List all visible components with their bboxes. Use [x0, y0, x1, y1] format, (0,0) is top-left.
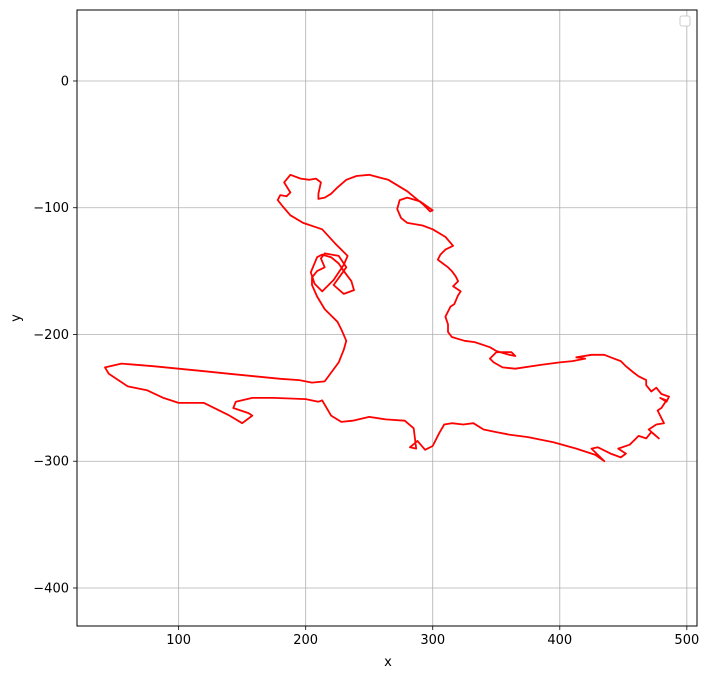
y-axis-ticks: 0 −100 −200 −300 −400	[33, 74, 77, 596]
x-tick-label: 500	[674, 633, 699, 648]
x-axis-ticks: 100 200 300 400 500	[166, 626, 699, 648]
x-axis-label: x	[384, 655, 392, 670]
plot-background	[77, 10, 697, 626]
series-line	[104, 173, 670, 463]
series-layer	[104, 173, 670, 463]
x-tick-label: 200	[293, 633, 318, 648]
x-tick-label: 300	[420, 633, 445, 648]
plot-frame	[76, 9, 698, 627]
legend-box	[679, 15, 691, 27]
y-tick-label: −200	[33, 328, 69, 343]
y-tick-label: −100	[33, 201, 69, 216]
y-tick-label: −300	[33, 455, 69, 470]
y-axis-label: y	[9, 314, 24, 322]
gridlines	[77, 10, 697, 626]
x-tick-label: 400	[547, 633, 572, 648]
y-tick-label: 0	[61, 74, 69, 89]
x-tick-label: 100	[166, 633, 191, 648]
y-tick-label: −400	[33, 581, 69, 596]
